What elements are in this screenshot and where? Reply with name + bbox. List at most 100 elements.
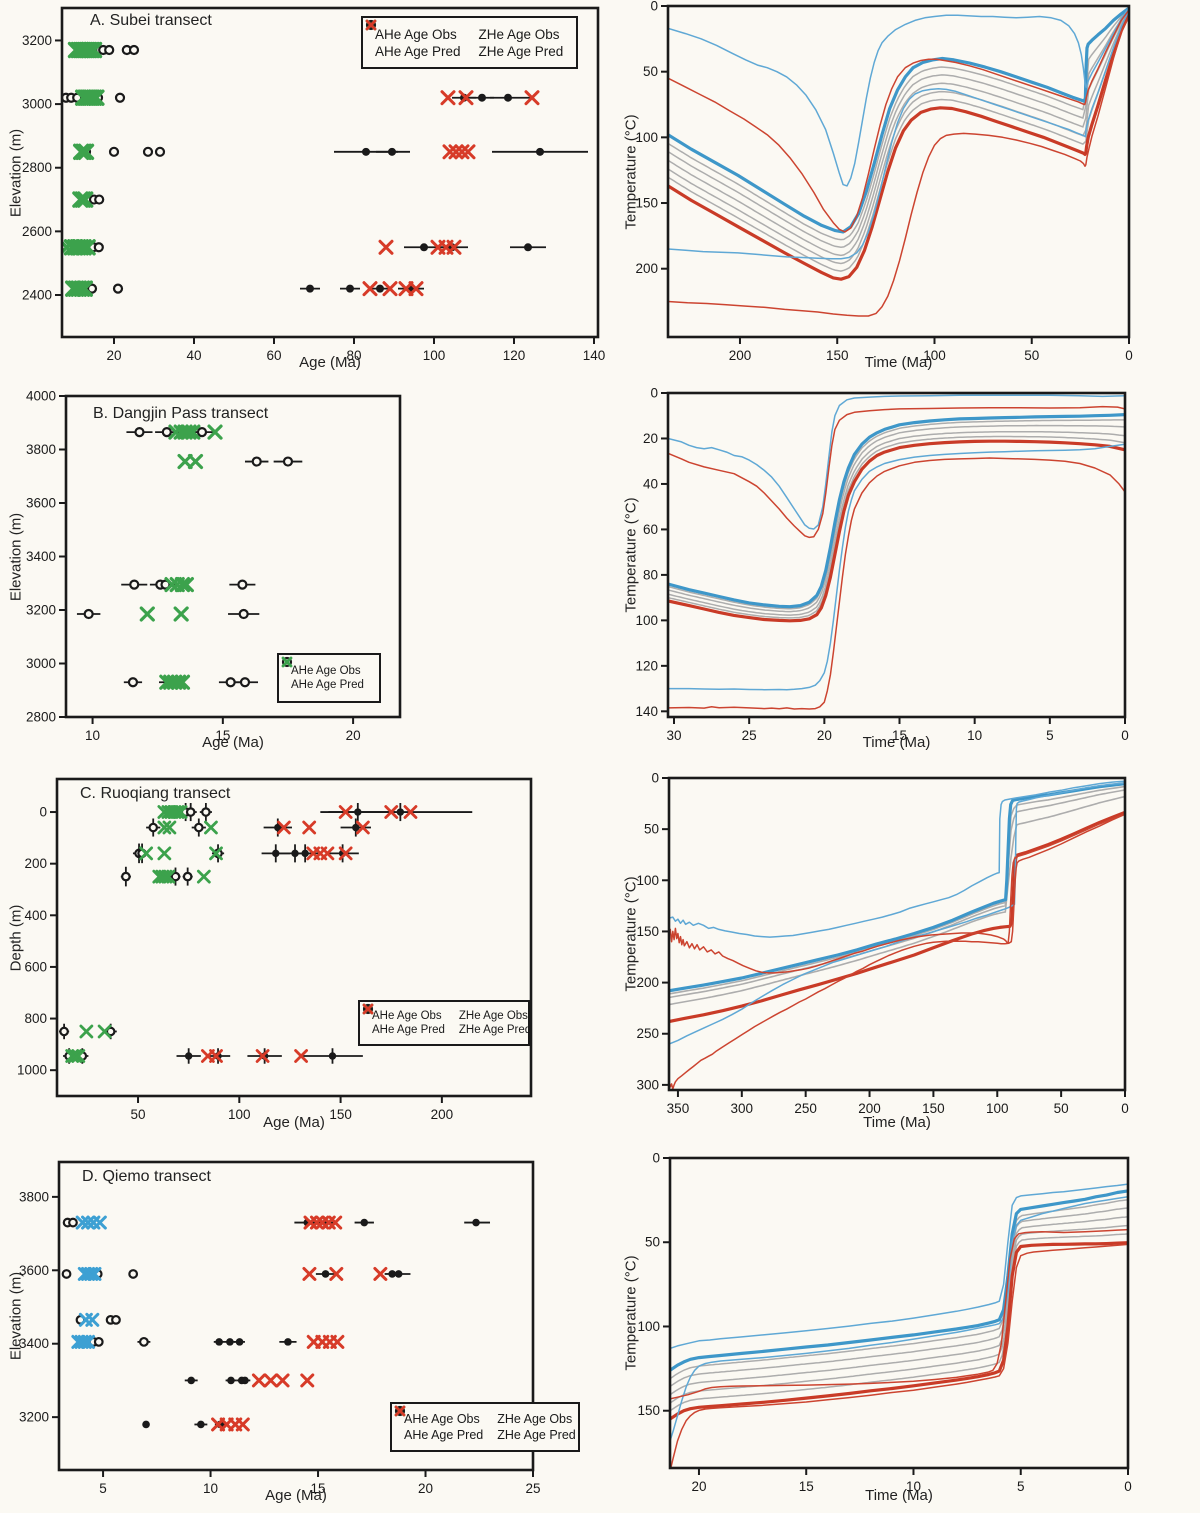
cool-envelope-outer xyxy=(669,780,1125,938)
panel-ruoqiang-thermal-history: 350 300 250 200 150 100 50 0 0 50 100 150 200 250 300 … xyxy=(615,760,1200,1140)
legend-label: ZHe Age Pred xyxy=(497,1428,576,1442)
y-axis-label: Temperature (°C) xyxy=(622,876,640,992)
ruoqiang-ages-plot: 50 100 150 200 0 200 400 600 800 1000 xyxy=(17,777,533,1122)
legend-entry: ZHe Age Obs xyxy=(363,1004,531,1022)
axis-ticks: 20 40 60 80 100 120 140 2400 2600 2800 3000 3200 xyxy=(22,33,605,363)
ensemble-path xyxy=(670,1198,1128,1380)
legend-entry: AHe Age Obs xyxy=(394,1405,483,1426)
panel-title: A. Subei transect xyxy=(90,12,212,29)
legend-entry: AHe Age Obs xyxy=(281,656,371,677)
plot-series xyxy=(670,1183,1128,1468)
x-tick-label: 15 xyxy=(799,1479,814,1494)
ensemble-path xyxy=(668,8,1129,241)
x-tick-label: 10 xyxy=(967,728,982,743)
plot-frame xyxy=(55,777,533,1098)
y-tick-label: 1000 xyxy=(17,1063,47,1078)
y-tick-label: 20 xyxy=(643,431,658,446)
x-tick-label: 200 xyxy=(431,1107,454,1122)
plot-frame xyxy=(666,4,1131,339)
warm-envelope-outer xyxy=(668,457,1125,710)
y-axis-label: Temperature (°C) xyxy=(622,497,640,613)
y-axis-label: Elevation (m) xyxy=(7,1271,25,1361)
x-tick-label: 15 xyxy=(311,1481,326,1496)
warm-bound-path xyxy=(669,810,1125,1024)
y-tick-label: 100 xyxy=(635,613,658,628)
cool-envelope-inner xyxy=(668,9,1129,260)
legend-entry: ZHe Age Pred xyxy=(362,1003,531,1036)
ensemble-path xyxy=(668,419,1125,610)
y-axis-label: Elevation (m) xyxy=(7,512,25,601)
ensemble-path xyxy=(669,795,1125,1006)
y-tick-label: 3600 xyxy=(26,496,56,511)
legend-entry: ZHe Age Obs xyxy=(395,1406,576,1426)
axis-ticks: 10 15 20 2800 3000 3200 3400 3600 3800 4000 xyxy=(26,389,361,744)
warm-envelope-outer xyxy=(668,15,1129,317)
x-axis-label: Age (Ma) xyxy=(299,354,361,371)
x-tick-label: 100 xyxy=(228,1107,251,1122)
legend-entry: AHe Age Pred xyxy=(394,1405,483,1442)
y-tick-label: 2600 xyxy=(22,224,52,239)
warm-envelope-outer xyxy=(669,813,1125,1090)
ensemble-path xyxy=(668,435,1125,619)
x-tick-label: 20 xyxy=(106,348,121,363)
x-tick-label: 0 xyxy=(1121,728,1129,743)
x-tick-label: 0 xyxy=(1121,1101,1129,1116)
x-tick-label: 0 xyxy=(1124,1479,1132,1494)
ahe-age-pred-series xyxy=(65,805,223,1063)
x-tick-label: 20 xyxy=(346,728,361,743)
plot-series xyxy=(669,780,1125,1090)
x-tick-label: 20 xyxy=(817,728,832,743)
x-tick-label: 120 xyxy=(503,348,526,363)
y-tick-label: 800 xyxy=(24,1011,47,1026)
x-axis-label: Time (Ma) xyxy=(865,1487,933,1504)
x-tick-label: 15 xyxy=(892,728,907,743)
cool-envelope-outer xyxy=(668,6,1129,187)
y-tick-label: 100 xyxy=(635,130,658,145)
ensemble-path xyxy=(668,9,1129,249)
legend-entry: AHe Age Obs xyxy=(365,19,465,42)
y-tick-label: 2400 xyxy=(22,288,52,303)
dangjin-thermal-history-plot: 30 25 20 15 10 5 0 0 20 40 60 80 100 120 140 xyxy=(635,386,1129,744)
warm-envelope-inner xyxy=(668,405,1125,539)
zhe-age-obs-series xyxy=(300,93,588,293)
x-tick-label: 15 xyxy=(215,728,230,743)
y-tick-label: 250 xyxy=(636,1026,659,1041)
x-tick-label: 50 xyxy=(131,1107,146,1122)
x-axis-label: Time (Ma) xyxy=(862,734,931,751)
warm-bound-path xyxy=(668,12,1129,281)
y-tick-label: 3400 xyxy=(26,549,56,564)
legend-label: AHe Age Pred xyxy=(375,43,461,59)
x-tick-label: 20 xyxy=(418,1481,433,1496)
dangjin-ages-plot: 10 15 20 2800 3000 3200 3400 3600 3800 4000 xyxy=(26,389,402,744)
y-tick-label: 200 xyxy=(636,975,659,990)
ensemble-path xyxy=(668,430,1125,616)
y-tick-label: 150 xyxy=(635,196,658,211)
x-axis-label: Age (Ma) xyxy=(202,734,264,751)
subei-thermal-history-plot: 200 150 100 50 0 0 50 100 150 200 xyxy=(635,0,1132,363)
legend-label: AHe Age Obs xyxy=(404,1412,480,1426)
panel-ruoqiang-ages: 50 100 150 200 0 200 400 600 800 1000 C. Ruoqiang… xyxy=(0,760,615,1140)
x-tick-label: 200 xyxy=(858,1101,881,1116)
ensemble-path xyxy=(670,1224,1128,1404)
x-axis-label: Time (Ma) xyxy=(864,354,933,371)
y-tick-label: 3400 xyxy=(19,1336,49,1351)
legend: AHe Age Obs ZHe Age Obs AHe Age Pred ZHe Ag… xyxy=(361,16,578,69)
warm-envelope-inner xyxy=(670,1228,1128,1400)
zhe-age-obs-series xyxy=(176,803,473,1064)
panel-title: B. Dangjin Pass transect xyxy=(93,405,269,422)
legend: AHe Age Obs ZHe Age Obs AHe Age Pred ZHe Ag… xyxy=(358,1000,531,1046)
panel-title: C. Ruoqiang transect xyxy=(80,785,231,802)
zhe-age-pred-series xyxy=(211,1215,388,1432)
warm-bound-path xyxy=(670,1241,1128,1421)
ruoqiang-thermal-history-plot: 350 300 250 200 150 100 50 0 0 50 100 150 200 250 300 xyxy=(636,771,1129,1117)
legend-label: AHe Age Pred xyxy=(291,679,364,691)
plot-frame xyxy=(666,391,1127,719)
x-tick-label: 20 xyxy=(691,1479,706,1494)
y-axis-label: Elevation (m) xyxy=(7,128,25,217)
cool-envelope-inner xyxy=(670,1196,1128,1442)
warm-envelope-inner xyxy=(668,9,1129,233)
x-axis-label: Age (Ma) xyxy=(263,1114,325,1131)
y-tick-label: 200 xyxy=(635,261,658,276)
panel-qiemo-ages: 5 10 15 20 25 3200 3400 3600 3800 D. Qiemo trans… xyxy=(0,1140,615,1513)
